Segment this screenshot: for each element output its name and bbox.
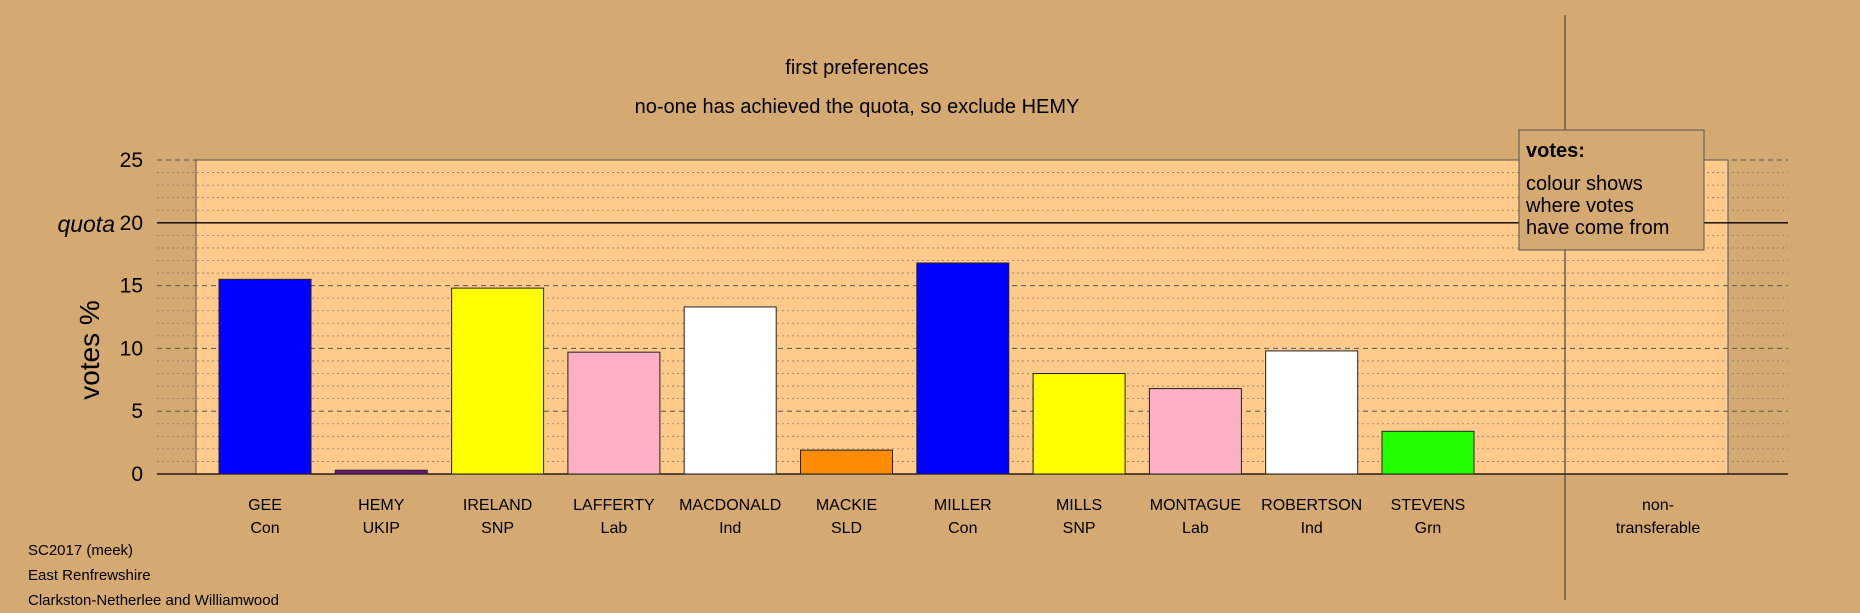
party-label: Grn: [1415, 520, 1442, 537]
candidate-name-label: MACKIE: [816, 497, 877, 514]
legend-line-2: where votes: [1525, 195, 1634, 217]
bar-hemy: [334, 469, 428, 475]
y-tick-label: 25: [120, 149, 143, 172]
bar-miller: [916, 262, 1010, 475]
candidate-name-label: MILLS: [1056, 497, 1102, 514]
candidate-name-label: MACDONALD: [679, 497, 781, 514]
bar-stevens: [1381, 430, 1475, 475]
bar-montague: [1148, 388, 1242, 475]
party-label: UKIP: [363, 520, 400, 537]
party-label: SNP: [481, 520, 514, 537]
bar-mackie: [800, 449, 893, 475]
footer-election: SC2017 (meek): [28, 542, 134, 559]
legend: votes: colour shows where votes have com…: [1518, 129, 1705, 251]
party-label: SNP: [1063, 520, 1096, 537]
chart-title: first preferences: [785, 57, 928, 79]
nontransferable-label-line2: transferable: [1616, 520, 1701, 537]
bar-macdonald: [683, 306, 777, 475]
y-tick-label: 5: [131, 400, 143, 423]
y-tick-label: 15: [120, 275, 143, 298]
chart-subtitle: no-one has achieved the quota, so exclud…: [635, 96, 1080, 118]
bar-gee: [218, 278, 312, 475]
y-axis-label: votes %: [74, 300, 105, 400]
candidate-name-label: MONTAGUE: [1150, 497, 1241, 514]
legend-line-3: have come from: [1526, 217, 1669, 239]
party-label: Lab: [601, 520, 628, 537]
party-label: SLD: [831, 520, 862, 537]
bar-robertson: [1265, 350, 1359, 475]
party-label: Con: [948, 520, 977, 537]
party-label: Lab: [1182, 520, 1209, 537]
footer: SC2017 (meek) East Renfrewshire Clarksto…: [28, 538, 279, 613]
party-label: Ind: [719, 520, 741, 537]
bar-mills: [1032, 373, 1126, 475]
y-tick-label: 10: [120, 337, 143, 360]
legend-box: [1518, 129, 1705, 251]
candidate-name-label: IRELAND: [463, 497, 532, 514]
legend-line-1: colour shows: [1526, 173, 1643, 195]
footer-council: East Renfrewshire: [28, 567, 151, 584]
bar-ireland: [451, 287, 545, 475]
candidate-name-label: HEMY: [358, 497, 405, 514]
footer-ward: Clarkston-Netherlee and Williamwood: [28, 592, 279, 609]
bar-lafferty: [567, 351, 661, 475]
candidate-name-label: GEE: [248, 497, 282, 514]
legend-title: votes:: [1526, 140, 1585, 162]
chart: 0 5 10 15 20 25 GEE Con HEMY UKIP IRELAND SNP LAFFE…: [57, 15, 1788, 600]
candidate-name-label: STEVENS: [1391, 497, 1466, 514]
party-label: Ind: [1301, 520, 1323, 537]
candidate-name-label: MILLER: [934, 497, 992, 514]
quota-label: quota: [57, 211, 115, 237]
nontransferable-label-line1: non-: [1642, 497, 1674, 514]
y-tick-label: 20: [120, 212, 143, 235]
bars: [218, 262, 1475, 475]
x-labels: GEE Con HEMY UKIP IRELAND SNP LAFFERTY Lab MACDO…: [248, 497, 1465, 537]
candidate-name-label: ROBERTSON: [1261, 497, 1362, 514]
y-tick-label: 0: [131, 463, 143, 486]
candidate-name-label: LAFFERTY: [573, 497, 655, 514]
y-axis: 0 5 10 15 20 25: [120, 149, 143, 486]
party-label: Con: [250, 520, 279, 537]
